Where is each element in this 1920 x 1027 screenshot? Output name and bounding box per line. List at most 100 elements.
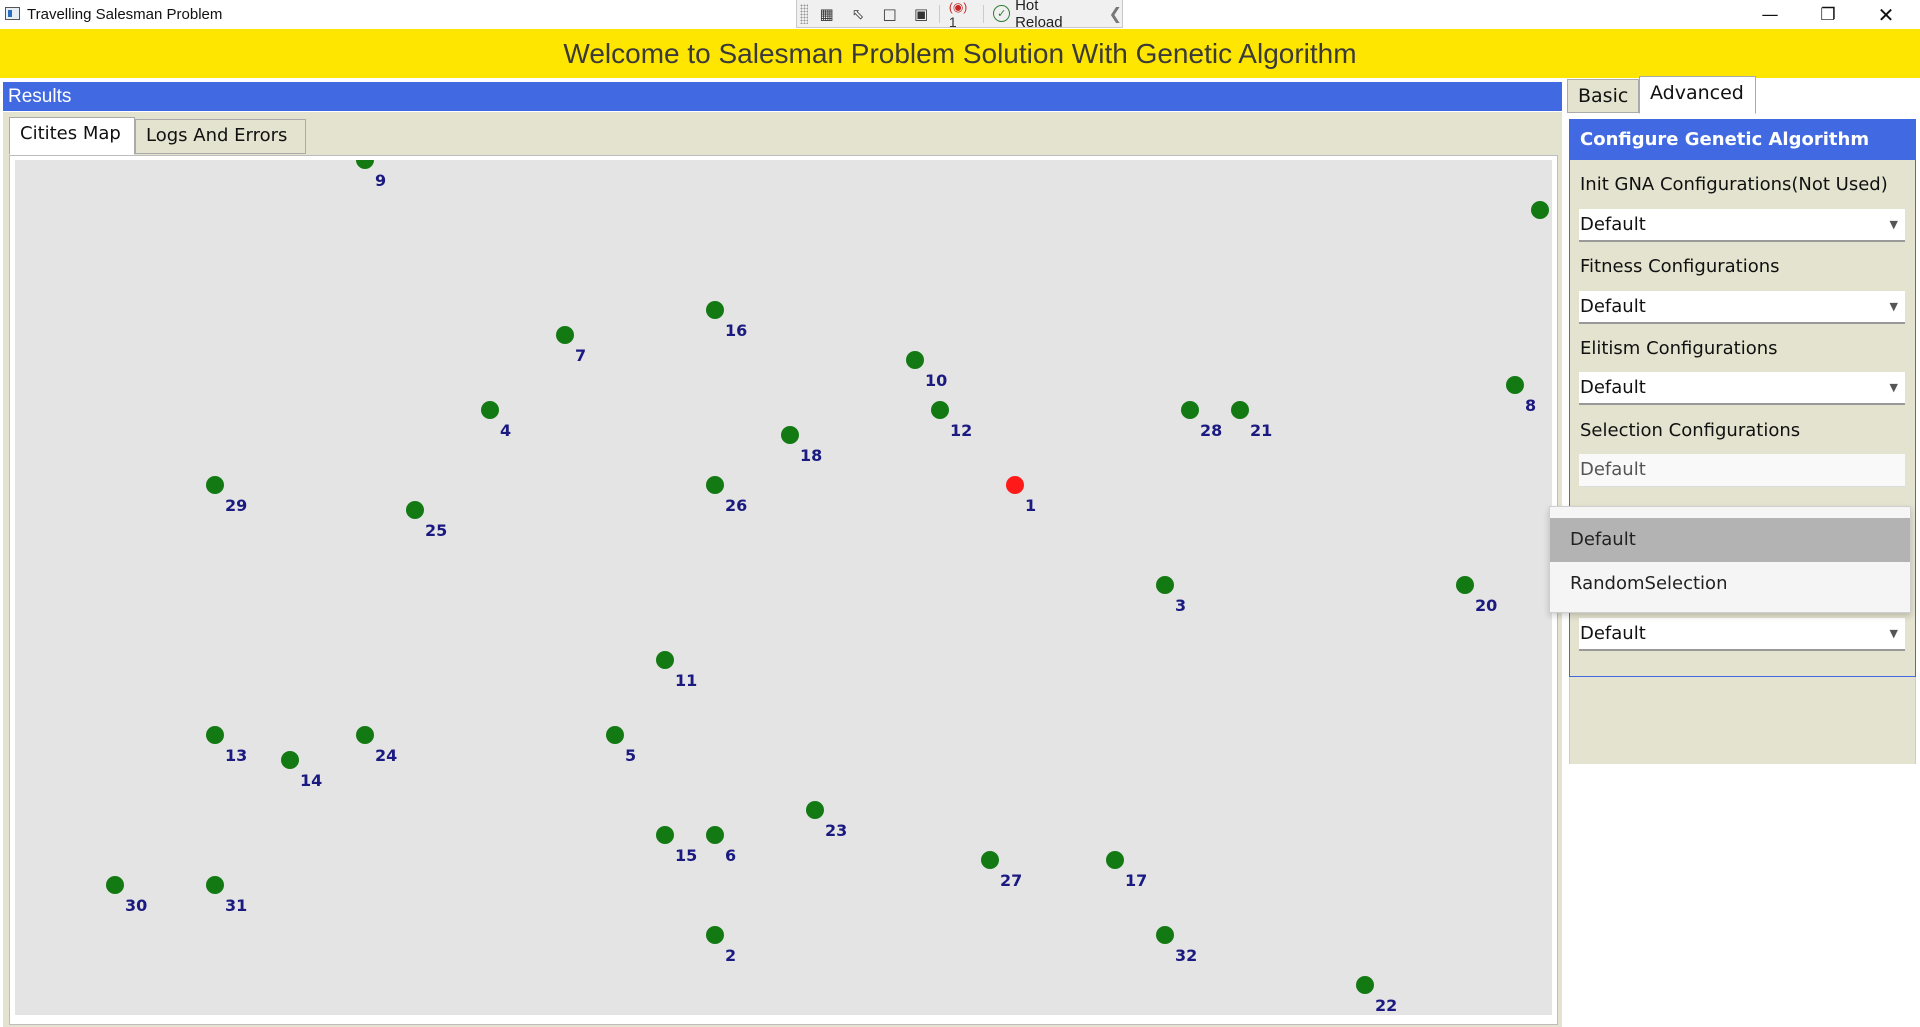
city-marker bbox=[1231, 401, 1249, 419]
city-label: 20 bbox=[1475, 596, 1498, 615]
restore-button[interactable]: ❐ bbox=[1820, 4, 1836, 25]
city-marker bbox=[781, 426, 799, 444]
crossover-select[interactable]: Default ▼ bbox=[1579, 618, 1905, 651]
init-gna-select[interactable]: Default ▼ bbox=[1579, 209, 1905, 242]
city-label: 5 bbox=[625, 746, 637, 765]
city-label: 16 bbox=[725, 321, 748, 340]
city-marker bbox=[606, 726, 624, 744]
results-title: Results bbox=[3, 82, 1562, 111]
fitness-label: Fitness Configurations bbox=[1580, 256, 1780, 277]
selection-value: Default bbox=[1580, 459, 1646, 480]
city-marker bbox=[1156, 926, 1174, 944]
city-label: 14 bbox=[300, 771, 323, 790]
city-label: 31 bbox=[225, 896, 248, 915]
binding-failures-count: 1 bbox=[948, 13, 957, 30]
city-marker bbox=[806, 801, 824, 819]
city-label: 2 bbox=[725, 946, 737, 965]
chevron-down-icon: ▼ bbox=[1889, 381, 1898, 394]
city-marker bbox=[706, 826, 724, 844]
city-marker bbox=[1106, 851, 1124, 869]
city-marker bbox=[206, 876, 224, 894]
city-label: 21 bbox=[1250, 421, 1273, 440]
layout-adorners-icon[interactable]: □ bbox=[882, 4, 897, 23]
title-bar: Travelling Salesman Problem ▦ ⬁ □ ▣ (◉) … bbox=[0, 0, 1920, 31]
selection-dropdown-menu: Default RandomSelection bbox=[1549, 506, 1911, 613]
city-marker bbox=[706, 926, 724, 944]
city-label: 26 bbox=[725, 496, 748, 515]
city-label: 22 bbox=[1375, 996, 1398, 1015]
tab-advanced[interactable]: Advanced bbox=[1639, 76, 1756, 114]
check-circle-icon: ✓ bbox=[993, 5, 1011, 22]
toolbar-grip[interactable] bbox=[800, 3, 808, 24]
hot-reload-button[interactable]: ✓ Hot Reload bbox=[993, 0, 1088, 31]
dropdown-option-randomselection[interactable]: RandomSelection bbox=[1570, 573, 1728, 594]
city-label: 28 bbox=[1200, 421, 1223, 440]
start-city-marker bbox=[1006, 476, 1024, 494]
city-label: 29 bbox=[225, 496, 248, 515]
elitism-label: Elitism Configurations bbox=[1580, 338, 1778, 359]
city-marker bbox=[981, 851, 999, 869]
city-marker bbox=[356, 726, 374, 744]
collapse-toolbar-icon[interactable]: ❮ bbox=[1108, 4, 1122, 23]
city-marker bbox=[1181, 401, 1199, 419]
city-marker bbox=[1506, 376, 1524, 394]
city-marker bbox=[106, 876, 124, 894]
config-title: Configure Genetic Algorithm bbox=[1570, 120, 1915, 160]
city-label: 23 bbox=[825, 821, 848, 840]
city-label: 9 bbox=[375, 171, 387, 190]
live-visual-tree-icon[interactable]: ▦ bbox=[819, 4, 834, 23]
init-gna-value: Default bbox=[1580, 214, 1646, 235]
hot-reload-label: Hot Reload bbox=[1015, 0, 1063, 31]
crossover-value: Default bbox=[1580, 623, 1646, 644]
dropdown-option-default[interactable]: Default bbox=[1550, 518, 1910, 562]
welcome-title: Welcome to Salesman Problem Solution Wit… bbox=[563, 37, 1357, 69]
chevron-down-icon: ▼ bbox=[1889, 627, 1898, 640]
city-marker bbox=[656, 826, 674, 844]
city-label: 6 bbox=[725, 846, 737, 865]
city-marker bbox=[906, 351, 924, 369]
city-label: 3 bbox=[1175, 596, 1187, 615]
elitism-select[interactable]: Default ▼ bbox=[1579, 372, 1905, 405]
toolbar-divider bbox=[938, 4, 940, 23]
city-marker bbox=[706, 476, 724, 494]
init-gna-label: Init GNA Configurations(Not Used) bbox=[1580, 174, 1888, 195]
city-marker bbox=[656, 651, 674, 669]
chevron-down-icon: ▼ bbox=[1889, 218, 1898, 231]
fitness-select[interactable]: Default ▼ bbox=[1579, 291, 1905, 324]
tab-basic[interactable]: Basic bbox=[1567, 79, 1639, 113]
fitness-value: Default bbox=[1580, 296, 1646, 317]
city-label: 25 bbox=[425, 521, 448, 540]
elitism-value: Default bbox=[1580, 377, 1646, 398]
welcome-header: Welcome to Salesman Problem Solution Wit… bbox=[0, 29, 1920, 78]
city-marker bbox=[206, 476, 224, 494]
binding-failures-indicator[interactable]: (◉) 1 bbox=[949, 0, 979, 30]
city-label: 32 bbox=[1175, 946, 1198, 965]
minimize-button[interactable]: — bbox=[1761, 4, 1779, 25]
city-label: 18 bbox=[800, 446, 823, 465]
city-label: 24 bbox=[375, 746, 398, 765]
selection-select[interactable]: Default bbox=[1579, 454, 1905, 487]
city-label: 1 bbox=[1025, 496, 1037, 515]
tab-logs-and-errors[interactable]: Logs And Errors bbox=[135, 119, 306, 154]
city-marker bbox=[1531, 201, 1549, 219]
city-label: 15 bbox=[675, 846, 698, 865]
tab-cities-map[interactable]: Citites Map bbox=[9, 117, 135, 155]
binding-failures-icon: (◉) bbox=[948, 0, 968, 14]
select-element-icon[interactable]: ⬁ bbox=[851, 4, 865, 23]
city-label: 30 bbox=[125, 896, 148, 915]
city-marker bbox=[1156, 576, 1174, 594]
track-focus-icon[interactable]: ▣ bbox=[914, 4, 929, 23]
city-marker bbox=[556, 326, 574, 344]
city-label: 13 bbox=[225, 746, 248, 765]
app-icon bbox=[5, 7, 20, 20]
city-marker bbox=[931, 401, 949, 419]
toolbar-divider bbox=[983, 4, 985, 23]
city-label: 4 bbox=[500, 421, 512, 440]
xaml-debug-toolbar: ▦ ⬁ □ ▣ (◉) 1 ✓ Hot Reload ❮ bbox=[796, 0, 1123, 31]
close-button[interactable]: ✕ bbox=[1877, 2, 1895, 27]
city-label: 11 bbox=[675, 671, 698, 690]
window-title: Travelling Salesman Problem bbox=[27, 6, 223, 23]
city-marker bbox=[281, 751, 299, 769]
city-marker bbox=[206, 726, 224, 744]
config-panel-footer bbox=[1569, 677, 1916, 764]
